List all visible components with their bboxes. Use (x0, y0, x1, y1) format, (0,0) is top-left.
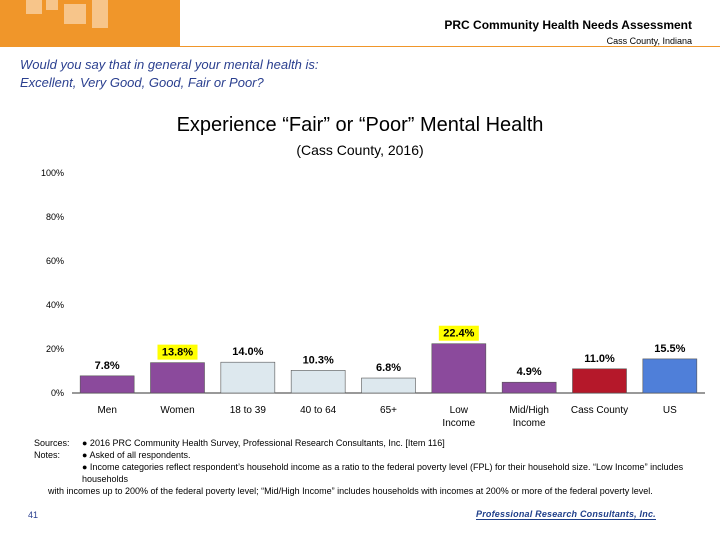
bar (290, 370, 346, 394)
bar (220, 361, 276, 394)
notes-row: Notes: ● Asked of all respondents. (34, 449, 694, 461)
bar (79, 375, 135, 394)
y-tick-label: 80% (46, 212, 64, 222)
chart-title: Experience “Fair” or “Poor” Mental Healt… (176, 114, 544, 136)
data-label: 22.4% (443, 328, 474, 340)
category-label: Women (160, 405, 194, 416)
logo-square-3 (64, 4, 86, 24)
note-2: ● Income categories reflect respondent’s… (82, 462, 684, 484)
y-tick-label: 0% (51, 388, 64, 398)
logo-square-1 (26, 0, 42, 14)
header-logo-block (0, 0, 180, 46)
category-label: Mid/High (509, 405, 548, 416)
data-label-highlight (157, 344, 198, 360)
note-1: ● Asked of all respondents. (82, 450, 191, 460)
page-number: 41 (28, 510, 39, 520)
report-location: Cass County, Indiana (606, 36, 692, 46)
survey-question: Would you say that in general your menta… (20, 56, 318, 92)
data-label-highlight (438, 325, 479, 341)
data-label: 10.3% (303, 354, 334, 366)
category-label: 18 to 39 (230, 405, 267, 416)
data-label: 14.0% (232, 346, 263, 358)
notes-label: Notes: (34, 450, 61, 460)
category-label: 40 to 64 (300, 405, 337, 416)
bar (361, 377, 416, 394)
footer-logo: Professional Research Consultants, Inc. (476, 509, 656, 520)
notes-section: Sources: ● 2016 PRC Community Health Sur… (34, 437, 694, 497)
note-3-row: with incomes up to 200% of the federal p… (34, 485, 694, 497)
bar (431, 343, 487, 394)
sources-row: Sources: ● 2016 PRC Community Health Sur… (34, 437, 694, 449)
category-label: Cass County (571, 405, 628, 416)
y-tick-label: 40% (46, 300, 64, 310)
category-label: US (663, 405, 677, 416)
data-label: 15.5% (654, 343, 685, 355)
question-line-1: Would you say that in general your menta… (20, 57, 319, 72)
header-divider (0, 46, 720, 47)
sources-text: ● 2016 PRC Community Health Survey, Prof… (82, 438, 445, 448)
sources-label: Sources: (34, 438, 70, 448)
logo-square-4 (92, 0, 108, 28)
y-tick-label: 20% (46, 344, 64, 354)
data-label: 7.8% (95, 360, 120, 372)
y-tick-label: 60% (46, 256, 64, 266)
report-title: PRC Community Health Needs Assessment (444, 18, 692, 32)
data-label: 6.8% (376, 362, 401, 374)
chart-subtitle: (Cass County, 2016) (296, 142, 424, 158)
category-label: 65+ (380, 405, 397, 416)
category-label: Men (97, 405, 116, 416)
data-label: 11.0% (584, 353, 615, 365)
bar (572, 368, 627, 394)
question-line-2: Excellent, Very Good, Good, Fair or Poor… (20, 75, 264, 90)
logo-square-2 (46, 0, 58, 10)
bar (501, 381, 557, 394)
category-label: Income (513, 418, 546, 429)
note-3: with incomes up to 200% of the federal p… (48, 486, 653, 496)
bar (642, 358, 698, 394)
category-label: Income (442, 418, 475, 429)
data-label: 13.8% (162, 347, 193, 359)
bar (150, 362, 205, 394)
note-2-row: ● Income categories reflect respondent’s… (34, 461, 694, 485)
y-tick-label: 100% (41, 168, 64, 178)
bar-chart: 0% 20% 40% 60% 80% 100% 7.8% Men 13.8% Women 14.0%… (41, 168, 705, 429)
category-label: Low (450, 405, 469, 416)
data-label: 4.9% (517, 366, 542, 378)
